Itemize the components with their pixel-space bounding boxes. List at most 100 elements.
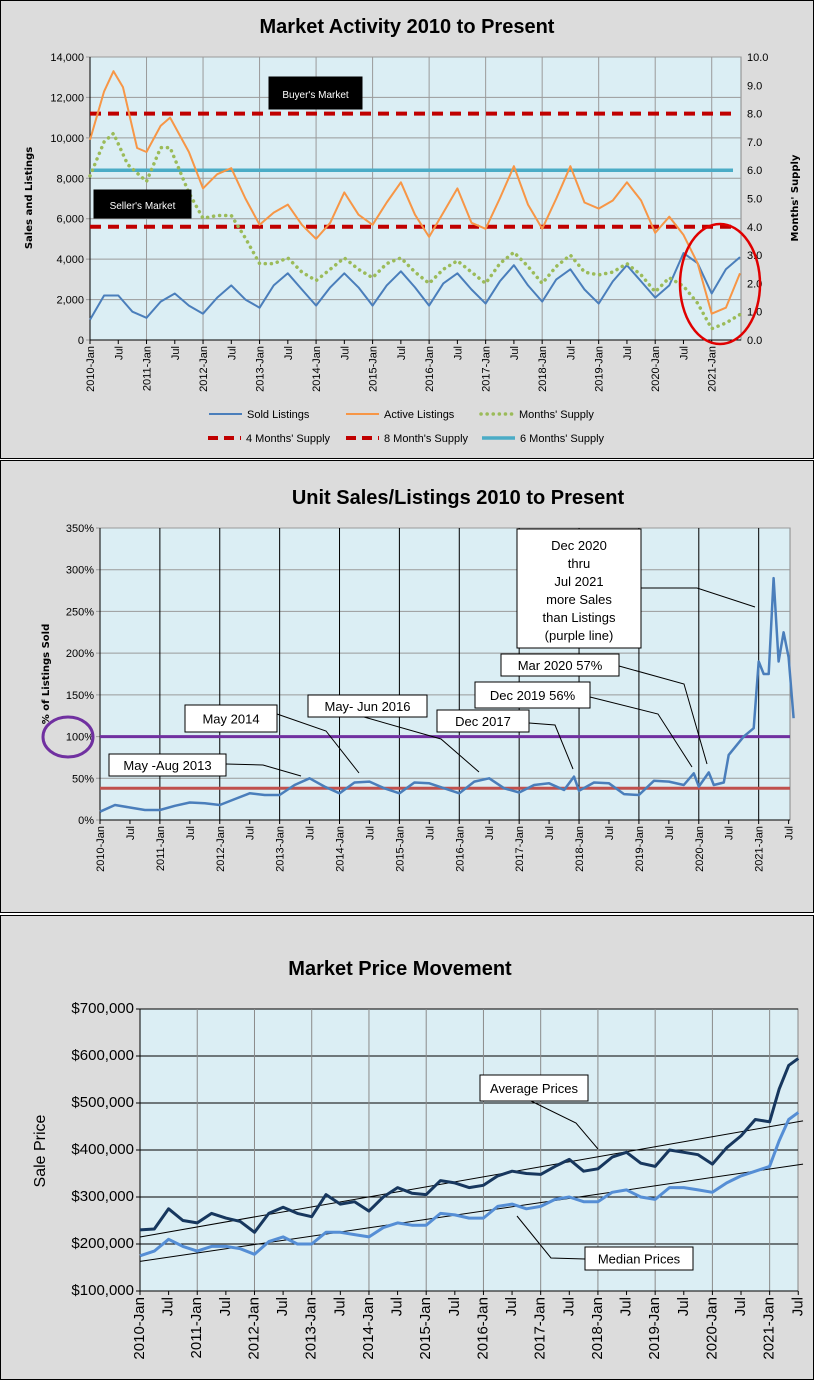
x-tick-label: 2014-Jan xyxy=(360,1297,377,1360)
x-tick-label: 2014-Jan xyxy=(335,826,347,872)
x-tick-label: 2018-Jan xyxy=(574,826,586,872)
y-right-tick-label: 2.0 xyxy=(747,278,762,290)
x-tick-label: 2010-Jan xyxy=(85,346,97,392)
y-right-tick-label: 6.0 xyxy=(747,165,762,177)
y-axis-title: Sales and Listings xyxy=(24,147,35,249)
legend-label: 6 Months' Supply xyxy=(520,433,605,445)
x-tick-label: Jul xyxy=(664,826,676,840)
x-tick-label: Jul xyxy=(125,826,137,840)
y-right-tick-label: 4.0 xyxy=(747,222,762,234)
may2014-annotation-box xyxy=(184,704,278,733)
unit-sales-panel: 0% 50% 100% 150% 200% 250% 300% 350% 2010-Jan Jul… xyxy=(0,460,814,913)
x-tick-label: 2020-Jan xyxy=(650,346,662,392)
series-line xyxy=(99,576,795,813)
y-tick-label: 4,000 xyxy=(56,254,84,266)
x-tick-label: 2019-Jan xyxy=(634,826,646,872)
x-tick-label: 2011-Jan xyxy=(155,826,167,871)
y-tick-label: $500,000 xyxy=(71,1094,134,1111)
x-tick-label: 2020-Jan xyxy=(703,1297,720,1360)
may2014-leader xyxy=(276,713,360,774)
y-right-tick-label: 9.0 xyxy=(747,80,762,92)
x-tick-label: Jul xyxy=(604,826,616,840)
x-tick-label: Jul xyxy=(446,1297,463,1316)
x-tick-label: 2021-Jan xyxy=(754,826,766,872)
x-tick-label: Jul xyxy=(675,1297,692,1316)
buyers-market-label-box xyxy=(268,76,363,110)
x-tick-label: Jul xyxy=(364,826,376,840)
mar2020-annotation-box xyxy=(500,653,620,677)
mar2020-annotation: Mar 2020 57% xyxy=(518,658,603,673)
median-prices-annotation: Median Prices xyxy=(598,1252,681,1267)
y-tick-label: 100% xyxy=(66,732,94,744)
may-aug2013-annotation: May -Aug 2013 xyxy=(123,758,211,773)
x-tick-label: Jul xyxy=(789,1297,806,1316)
x-tick-label: Jul xyxy=(560,1297,577,1316)
y-tick-label: $700,000 xyxy=(71,1000,134,1017)
legend-label: Sold Listings xyxy=(247,409,310,421)
x-tick-label: Jul xyxy=(185,826,197,840)
x-tick-label: Jul xyxy=(484,826,496,840)
x-tick-label: 2021-Jan xyxy=(707,346,719,392)
dec2020-annotation-line: Jul 2021 xyxy=(554,574,603,589)
may2014-annotation: May 2014 xyxy=(202,712,259,727)
x-tick-label: Jul xyxy=(245,826,257,840)
legend-label: Months' Supply xyxy=(519,409,594,421)
highlight-ellipse xyxy=(678,222,762,346)
x-tick-label: 2015-Jan xyxy=(368,346,380,392)
may-aug2013-leader xyxy=(225,763,302,777)
x-tick-label: 2010-Jan xyxy=(131,1297,148,1360)
x-tick-label: 2013-Jan xyxy=(255,346,267,392)
x-tick-label: Jul xyxy=(274,1297,291,1316)
x-tick-label: 2013-Jan xyxy=(303,1297,320,1360)
y-tick-label: 50% xyxy=(72,773,94,785)
x-tick-label: Jul xyxy=(396,346,408,360)
x-tick-label: Jul xyxy=(331,1297,348,1316)
x-tick-label: Jul xyxy=(565,346,577,360)
trendline-1 xyxy=(139,1163,804,1262)
y-axis-title: Sale Price xyxy=(32,1114,49,1187)
dec2020-annotation-line: more Sales xyxy=(546,592,612,607)
x-tick-label: 2019-Jan xyxy=(646,1297,663,1360)
x-tick-label: Jul xyxy=(305,826,317,840)
may-jun2016-annotation-box xyxy=(307,694,428,718)
x-tick-label: 2015-Jan xyxy=(417,1297,434,1360)
x-tick-label: Jul xyxy=(724,826,736,840)
sellers-market-label-box xyxy=(93,189,192,219)
y-tick-label: $400,000 xyxy=(71,1141,134,1158)
x-tick-label: Jul xyxy=(732,1297,749,1316)
unit-sales-chart: 0% 50% 100% 150% 200% 250% 300% 350% 2010-Jan Jul… xyxy=(41,487,796,872)
x-tick-label: 2019-Jan xyxy=(594,346,606,392)
x-tick-label: 2016-Jan xyxy=(424,346,436,392)
x-tick-label: Jul xyxy=(424,826,436,840)
dec2020-annotation-line: thru xyxy=(568,556,590,571)
median-leader xyxy=(516,1215,586,1260)
dec2017-annotation: Dec 2017 xyxy=(455,714,511,729)
highlight-circle xyxy=(41,715,95,759)
dec2019-annotation: Dec 2019 56% xyxy=(490,688,576,703)
x-tick-label: Jul xyxy=(226,346,238,360)
chart-title: Market Price Movement xyxy=(288,958,512,980)
dec2020-annotation-line: than Listings xyxy=(543,610,616,625)
x-tick-label: 2017-Jan xyxy=(532,1297,549,1360)
series-line-2 xyxy=(88,131,742,331)
y-tick-label: 200% xyxy=(66,648,94,660)
x-tick-label: Jul xyxy=(622,346,634,360)
x-tick-label: 2016-Jan xyxy=(474,1297,491,1360)
average-prices-annotation-box xyxy=(479,1074,589,1102)
may-aug2013-annotation-box xyxy=(108,753,227,777)
y-tick-label: $300,000 xyxy=(71,1188,134,1205)
x-tick-label: Jul xyxy=(784,826,796,840)
series-line-1 xyxy=(139,1111,800,1258)
dec2019-leader xyxy=(589,696,693,768)
x-tick-label: 2013-Jan xyxy=(275,826,287,872)
series-line-0 xyxy=(89,252,741,321)
may-jun2016-annotation: May- Jun 2016 xyxy=(325,699,411,714)
y-tick-label: 6,000 xyxy=(56,214,84,226)
x-tick-label: Jul xyxy=(339,346,351,360)
dec2020-annotation-box xyxy=(516,528,642,649)
y-tick-label: 12,000 xyxy=(50,92,84,104)
legend-label: 8 Month's Supply xyxy=(384,433,469,445)
may-jun2016-leader xyxy=(363,716,480,773)
dec2017-annotation-box xyxy=(436,709,530,733)
x-tick-label: 2021-Jan xyxy=(761,1297,778,1360)
